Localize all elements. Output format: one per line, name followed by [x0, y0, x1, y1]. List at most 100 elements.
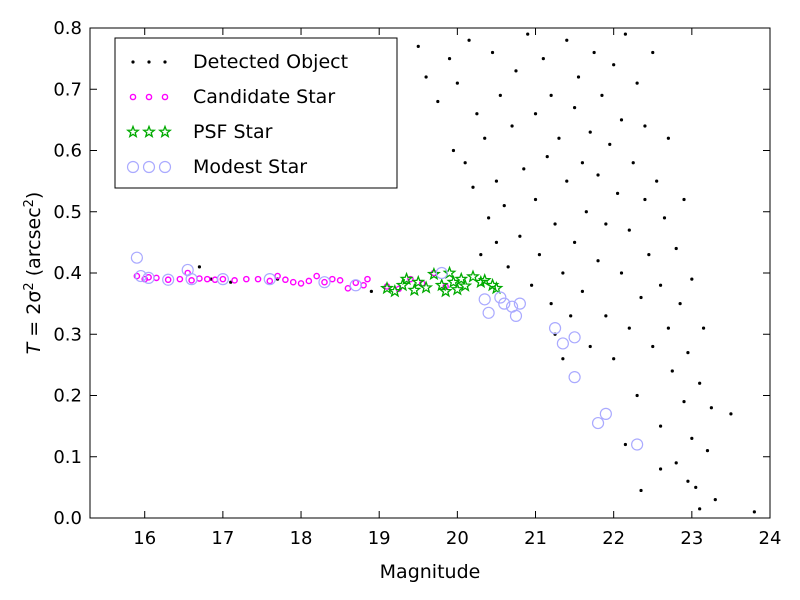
legend-marker [158, 160, 172, 174]
modest-star-point [478, 293, 491, 306]
detected-object-point [502, 204, 506, 208]
detected-object-point [471, 185, 475, 189]
modest-star-point [599, 407, 612, 420]
legend-marker [157, 124, 173, 138]
detected-object-point [451, 148, 456, 153]
detected-object-point [619, 118, 624, 122]
detected-object-point [576, 75, 581, 79]
detected-object-point [694, 485, 698, 489]
x-tick-label: 23 [680, 528, 703, 549]
detected-object-point [635, 393, 639, 398]
detected-object-point [494, 240, 499, 244]
psf-star-point [426, 266, 441, 281]
detected-object-point [623, 442, 628, 447]
detected-object-point [729, 412, 733, 416]
candidate-star-point [243, 275, 250, 283]
series-psf-star [380, 265, 504, 298]
detected-object-point [686, 351, 690, 355]
detected-object-point [518, 234, 522, 238]
detected-object-point [752, 510, 756, 514]
modest-star-point [556, 337, 569, 350]
detected-object-point [709, 406, 713, 410]
legend-marker [126, 160, 140, 174]
ticks-layer: 16 17 18 19 20 21 22 23 24 0.0 0.1 0.2 0.3 0.4 0.5 0.6 0… [53, 18, 781, 549]
y-axis-label-unit: (arcsec [23, 207, 45, 282]
psf-star-point [407, 282, 422, 297]
psf-star-point [411, 274, 426, 289]
candidate-star-point [164, 276, 172, 284]
candidate-star-point [266, 277, 274, 285]
detected-object-point [682, 197, 686, 202]
detected-object-point [447, 57, 452, 61]
legend-marker [145, 93, 153, 101]
x-axis-label: Magnitude [380, 561, 481, 583]
psf-star-point [395, 277, 410, 292]
detected-object-point [506, 265, 510, 269]
psf-star-point [489, 280, 504, 295]
candidate-star-point [407, 275, 414, 283]
detected-object-point [537, 253, 542, 257]
psf-star-point [380, 280, 395, 295]
detected-object-point [455, 81, 459, 85]
detected-object-point [596, 173, 600, 177]
legend-marker [161, 93, 169, 101]
modest-star-point [509, 309, 523, 322]
psf-star-point [473, 274, 488, 289]
detected-object-point [604, 222, 608, 226]
y-axis-label: T = 2σ2 (arcsec2) [22, 192, 46, 355]
detected-object-point [612, 357, 616, 361]
candidate-star-point [313, 272, 320, 280]
detected-object-point [627, 228, 631, 232]
legend-entry-modest-star: Modest Star [126, 156, 307, 178]
candidate-star-point [297, 280, 305, 287]
legend-marker [131, 60, 135, 64]
detected-object-point [572, 240, 577, 244]
y-tick-label: 0.7 [53, 79, 82, 100]
y-tick-label: 0.2 [53, 386, 82, 407]
candidate-star-point [336, 277, 344, 284]
detected-object-point [494, 179, 499, 183]
detected-object-point [545, 155, 549, 159]
x-tick-label: 24 [759, 528, 782, 549]
detected-object-point [635, 81, 639, 85]
y-tick-label: 0.8 [53, 18, 82, 39]
detected-object-point [369, 289, 373, 293]
detected-object-point [557, 136, 561, 140]
psf-star-point [450, 282, 465, 296]
candidate-star-point [344, 285, 352, 292]
candidate-star-point [289, 278, 297, 286]
psf-star-point [419, 280, 434, 294]
y-tick-label: 0.1 [53, 447, 82, 468]
legend-entry-psf-star: PSF Star [125, 121, 273, 143]
detected-object-point [698, 381, 702, 385]
modest-star-point [130, 251, 143, 264]
candidate-star-point [282, 276, 289, 284]
detected-object-point [651, 344, 655, 349]
series-detected-object [197, 32, 756, 514]
candidate-star-point [231, 277, 238, 284]
detected-object-point [467, 38, 471, 42]
modest-star-point [185, 273, 198, 286]
detected-object-point [678, 302, 682, 306]
detected-object-point [490, 50, 495, 55]
detected-object-point [666, 136, 670, 140]
x-tick-label: 17 [211, 528, 234, 549]
y-axis-label-close: ) [23, 192, 45, 199]
psf-star-point [438, 284, 453, 298]
detected-object-point [479, 253, 483, 257]
legend-marker [142, 160, 156, 174]
legend-label: Candidate Star [193, 86, 335, 108]
detected-object-point [549, 93, 553, 97]
detected-object-point [623, 32, 628, 36]
detected-object-point [670, 369, 674, 373]
legend-label: Modest Star [193, 156, 307, 178]
detected-object-point [463, 161, 467, 165]
modest-star-point [513, 297, 526, 310]
y-tick-label: 0.4 [53, 263, 82, 284]
y-axis-label-eq: = 2σ [23, 291, 45, 343]
legend-marker [147, 60, 151, 64]
detected-object-point [475, 112, 479, 116]
detected-object-point [483, 136, 487, 140]
psf-star-point [434, 277, 449, 292]
detected-object-point [416, 44, 420, 48]
